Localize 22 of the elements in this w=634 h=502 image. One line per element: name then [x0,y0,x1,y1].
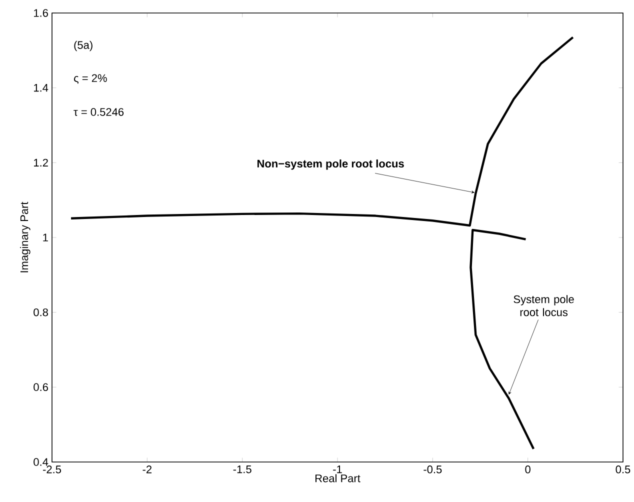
annotation: System pole root locus [514,295,574,316]
x-tick-label: -0.5 [424,466,442,474]
x-axis-title: Real Part [315,474,360,482]
y-tick-label: 0.4 [34,458,48,466]
x-tick-label: 0 [525,466,530,474]
annotation: Non−system pole root locus [257,159,404,170]
x-tick-label: -1 [333,466,342,474]
annotation: (5a) [74,40,92,52]
line-series [70,36,574,227]
annotation: ς = 2% [74,74,107,84]
x-tick-label: 0.5 [616,466,630,474]
x-tick-label: -1.5 [233,466,252,474]
y-tick-label: 1 [43,234,48,242]
y-tick-label: 1.4 [34,84,48,92]
x-tick-label: -2 [142,466,152,474]
y-tick-label: 0.8 [34,308,48,316]
annotation: τ = 0.5246 [74,108,124,116]
y-tick-label: 1.6 [34,9,48,17]
y-axis-title: Imaginary Part [20,202,30,272]
y-tick-label: 1.2 [34,158,48,166]
y-tick-label: 0.6 [34,383,48,392]
x-tick-label: -2.5 [43,466,62,474]
